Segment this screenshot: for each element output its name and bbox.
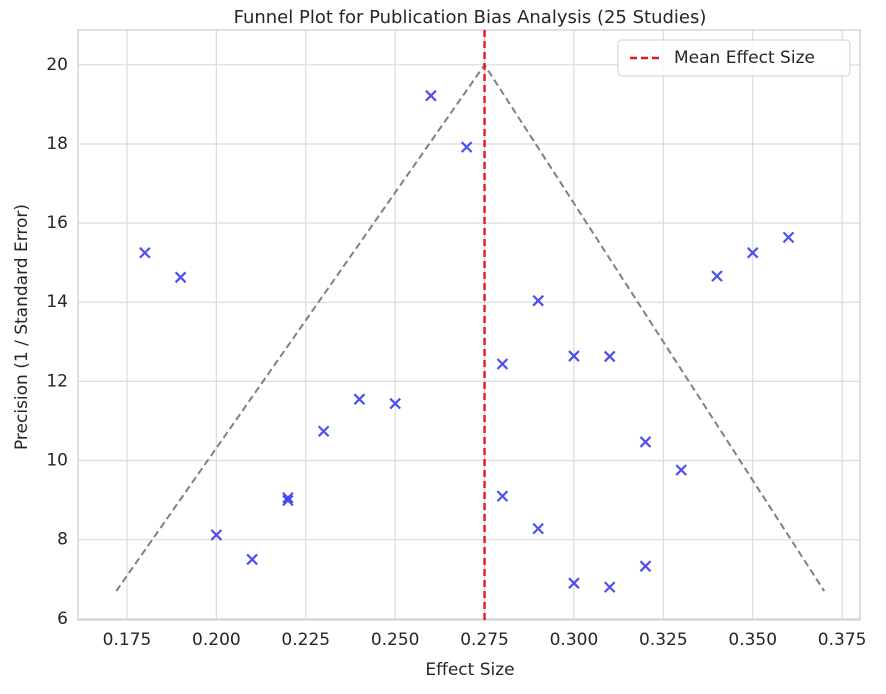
legend-box [617,39,851,77]
data-point [746,247,759,259]
data-point [568,577,580,589]
data-point [639,560,652,572]
legend-label: Mean Effect Size [674,48,815,68]
data-point [675,464,687,476]
x-tick-label: 0.200 [192,630,241,650]
data-point [246,553,258,566]
x-tick-label: 0.275 [460,630,509,650]
y-tick-label: 20 [46,55,68,75]
data-point [639,436,652,448]
y-tick-label: 14 [46,292,68,312]
data-point [425,89,437,102]
x-tick-label: 0.375 [818,630,867,650]
data-point [603,350,616,363]
data-point [532,294,544,307]
y-axis-label: Precision (1 / Standard Error) [12,204,32,450]
data-point [139,247,151,259]
y-tick-label: 16 [46,213,68,233]
data-point [210,529,223,541]
data-point [389,397,401,410]
data-point [317,425,330,438]
data-point [496,490,509,502]
data-point [568,350,580,362]
y-tick-label: 8 [57,530,68,550]
x-tick-label: 0.350 [728,630,777,650]
data-point [353,393,366,405]
y-tick-label: 12 [46,371,68,391]
y-tick-label: 6 [57,609,68,629]
x-tick-label: 0.225 [281,630,330,650]
y-tick-label: 18 [46,134,68,154]
data-point [282,494,294,507]
data-point [282,491,294,504]
data-point [532,522,544,535]
x-tick-label: 0.300 [550,630,599,650]
x-tick-label: 0.250 [371,630,420,650]
data-point [174,271,187,284]
data-point [711,270,723,282]
chart-title: Funnel Plot for Publication Bias Analysi… [234,7,707,28]
data-point [603,581,616,593]
y-tick-label: 10 [46,451,68,471]
x-axis-label: Effect Size [425,660,514,680]
x-tick-label: 0.325 [639,630,688,650]
x-tick-label: 0.175 [103,630,152,650]
plot-frame [77,29,861,621]
data-point [782,231,795,244]
data-point [496,358,509,370]
data-point [460,141,473,153]
